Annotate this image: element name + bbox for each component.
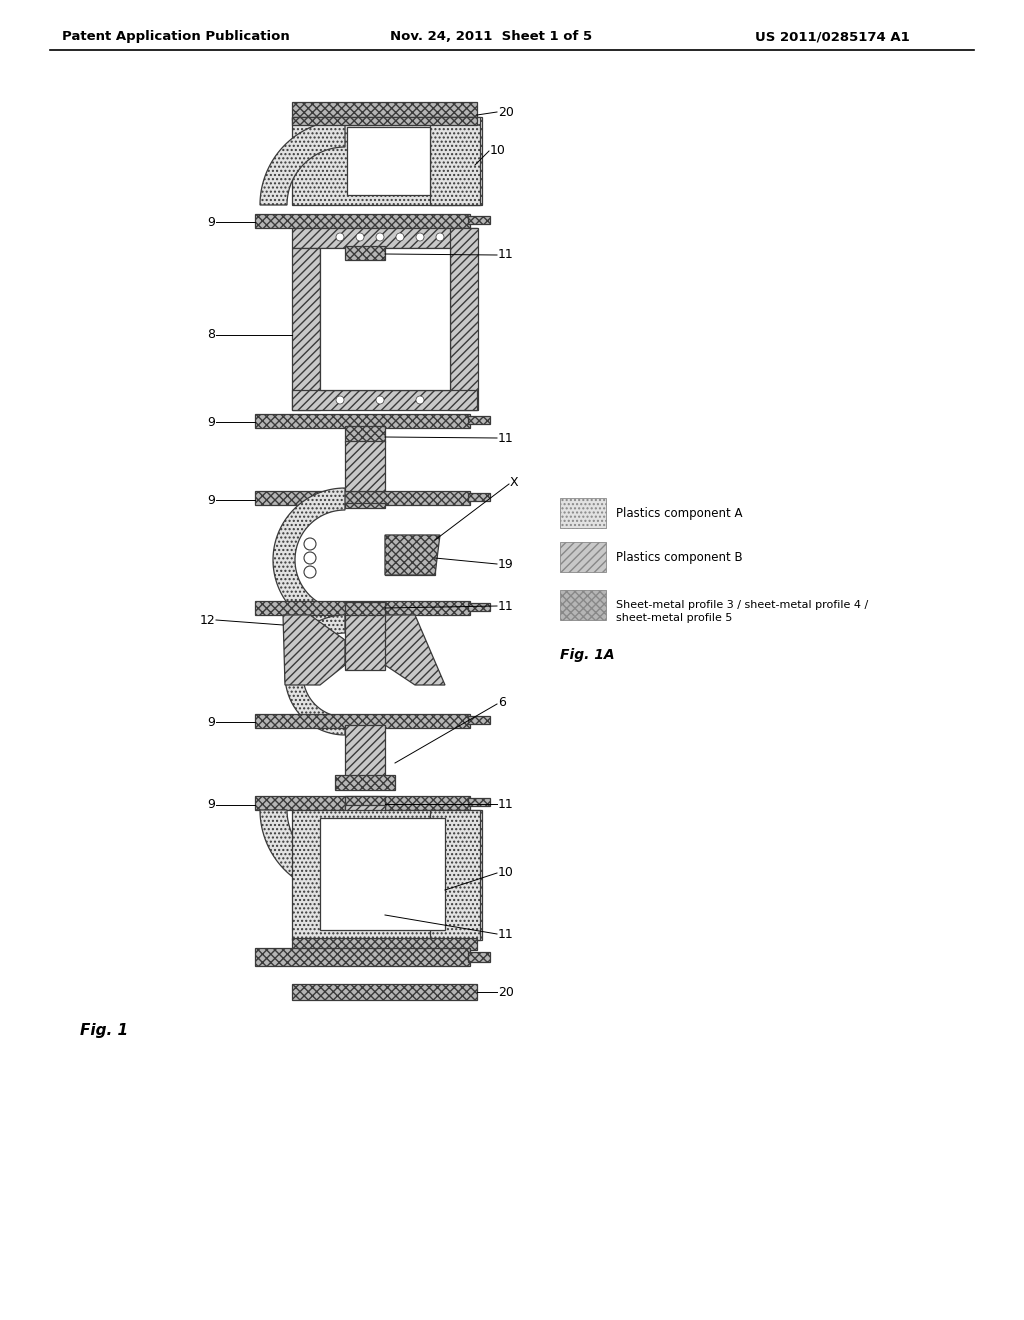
Polygon shape <box>260 810 345 895</box>
Text: 11: 11 <box>498 432 514 445</box>
Bar <box>292 389 477 411</box>
Polygon shape <box>273 488 345 632</box>
Circle shape <box>304 566 316 578</box>
Bar <box>292 248 319 411</box>
Bar <box>450 228 478 411</box>
Bar <box>292 983 477 1001</box>
Circle shape <box>376 396 384 404</box>
Bar <box>468 216 490 224</box>
Bar <box>345 503 385 508</box>
Text: 9: 9 <box>207 215 215 228</box>
Circle shape <box>436 234 444 242</box>
Bar <box>255 948 470 966</box>
Bar <box>255 714 470 729</box>
Polygon shape <box>385 615 445 685</box>
Bar <box>255 214 470 228</box>
Circle shape <box>356 234 364 242</box>
Bar <box>292 117 477 125</box>
Bar <box>319 248 450 389</box>
Bar <box>292 102 477 120</box>
Bar <box>345 246 385 260</box>
Bar <box>345 615 385 671</box>
Text: 12: 12 <box>200 614 215 627</box>
Bar <box>255 414 470 428</box>
Circle shape <box>304 552 316 564</box>
Text: 20: 20 <box>498 986 514 998</box>
Bar <box>292 939 477 950</box>
Bar <box>560 543 606 572</box>
Bar <box>468 416 490 424</box>
Text: 11: 11 <box>498 797 514 810</box>
Text: Fig. 1: Fig. 1 <box>80 1023 128 1038</box>
Circle shape <box>304 539 316 550</box>
Text: 9: 9 <box>207 416 215 429</box>
Bar <box>385 535 435 576</box>
Polygon shape <box>285 615 345 735</box>
Bar <box>345 426 385 442</box>
Bar <box>292 117 482 205</box>
Text: 11: 11 <box>498 928 514 941</box>
Text: 10: 10 <box>490 144 506 157</box>
Bar <box>255 796 470 810</box>
Text: Fig. 1A: Fig. 1A <box>560 648 614 663</box>
Bar <box>468 603 490 611</box>
Bar <box>430 117 480 205</box>
Text: Patent Application Publication: Patent Application Publication <box>62 30 290 44</box>
Bar <box>390 540 430 572</box>
Circle shape <box>336 396 344 404</box>
Text: 11: 11 <box>498 599 514 612</box>
Text: sheet-metal profile 5: sheet-metal profile 5 <box>616 612 732 623</box>
Circle shape <box>376 234 384 242</box>
Bar <box>335 775 395 789</box>
Text: 9: 9 <box>207 715 215 729</box>
Bar <box>255 601 470 615</box>
Text: Sheet-metal profile 3 / sheet-metal profile 4 /: Sheet-metal profile 3 / sheet-metal prof… <box>616 601 868 610</box>
Bar <box>345 805 385 915</box>
Text: 10: 10 <box>498 866 514 879</box>
Bar <box>468 715 490 723</box>
Text: X: X <box>510 475 518 488</box>
Bar <box>468 952 490 962</box>
Polygon shape <box>385 535 440 576</box>
Text: 6: 6 <box>498 696 506 709</box>
Text: 19: 19 <box>498 558 514 572</box>
Bar <box>345 602 385 615</box>
Bar <box>430 810 480 940</box>
Bar <box>468 799 490 807</box>
Text: 8: 8 <box>207 329 215 342</box>
Text: 9: 9 <box>207 799 215 812</box>
Circle shape <box>416 234 424 242</box>
Text: 20: 20 <box>498 106 514 119</box>
Text: 11: 11 <box>498 248 514 261</box>
Polygon shape <box>260 120 345 205</box>
Bar <box>345 725 385 780</box>
Bar <box>560 498 606 528</box>
Bar <box>319 818 445 931</box>
Text: Plastics component A: Plastics component A <box>616 507 742 520</box>
Polygon shape <box>283 615 345 685</box>
Bar <box>292 228 477 248</box>
Bar <box>560 590 606 620</box>
Circle shape <box>416 396 424 404</box>
Bar <box>345 796 385 810</box>
Text: 9: 9 <box>207 494 215 507</box>
Bar <box>292 810 482 940</box>
Bar <box>255 491 470 506</box>
Bar <box>347 127 430 195</box>
Text: Plastics component B: Plastics component B <box>616 550 742 564</box>
Bar <box>345 441 385 491</box>
Bar <box>468 492 490 502</box>
Text: Nov. 24, 2011  Sheet 1 of 5: Nov. 24, 2011 Sheet 1 of 5 <box>390 30 592 44</box>
Circle shape <box>336 234 344 242</box>
Text: US 2011/0285174 A1: US 2011/0285174 A1 <box>755 30 909 44</box>
Circle shape <box>396 234 404 242</box>
